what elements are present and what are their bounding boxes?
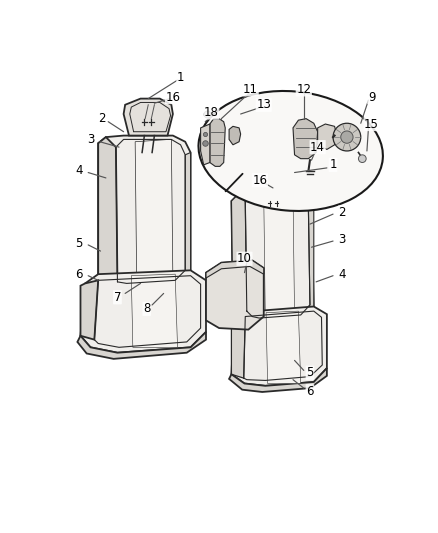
Text: 8: 8	[143, 302, 150, 316]
Circle shape	[341, 131, 353, 143]
Polygon shape	[301, 206, 314, 320]
Ellipse shape	[198, 91, 383, 211]
Polygon shape	[293, 119, 318, 159]
Text: 1: 1	[329, 158, 337, 171]
Polygon shape	[206, 260, 264, 329]
Text: 2: 2	[98, 112, 106, 125]
Text: 13: 13	[256, 98, 271, 111]
Polygon shape	[229, 368, 327, 392]
Text: 14: 14	[310, 141, 325, 154]
Polygon shape	[131, 274, 177, 348]
Text: 10: 10	[237, 252, 252, 265]
Polygon shape	[81, 280, 98, 340]
Polygon shape	[231, 313, 245, 378]
Polygon shape	[318, 124, 337, 149]
Text: 7: 7	[114, 291, 121, 304]
Polygon shape	[231, 306, 327, 386]
Text: 1: 1	[177, 70, 184, 84]
Text: 18: 18	[204, 106, 219, 119]
Polygon shape	[81, 270, 206, 353]
Polygon shape	[201, 124, 210, 165]
Text: 4: 4	[339, 268, 346, 281]
Text: 2: 2	[339, 206, 346, 219]
Text: 4: 4	[75, 164, 83, 177]
Text: 16: 16	[252, 174, 267, 187]
Text: 12: 12	[296, 83, 311, 96]
Text: 9: 9	[368, 91, 375, 103]
Text: 3: 3	[339, 233, 346, 246]
Text: 5: 5	[75, 237, 83, 250]
Polygon shape	[98, 135, 191, 294]
Polygon shape	[135, 140, 173, 280]
Polygon shape	[266, 311, 301, 384]
Polygon shape	[210, 119, 225, 166]
Text: 15: 15	[364, 117, 379, 131]
Polygon shape	[229, 126, 240, 145]
Text: 3: 3	[87, 133, 94, 146]
Polygon shape	[264, 195, 294, 317]
Polygon shape	[78, 332, 206, 359]
Polygon shape	[98, 137, 117, 289]
Text: 6: 6	[75, 268, 83, 281]
Text: 11: 11	[243, 83, 258, 96]
Polygon shape	[124, 99, 173, 135]
Circle shape	[333, 123, 361, 151]
Polygon shape	[231, 188, 314, 324]
Polygon shape	[258, 160, 297, 189]
Polygon shape	[206, 260, 264, 278]
Text: 5: 5	[306, 366, 314, 379]
Text: 6: 6	[306, 385, 314, 398]
Text: 16: 16	[166, 91, 180, 103]
Circle shape	[358, 155, 366, 163]
Polygon shape	[175, 152, 191, 286]
Polygon shape	[231, 193, 247, 314]
